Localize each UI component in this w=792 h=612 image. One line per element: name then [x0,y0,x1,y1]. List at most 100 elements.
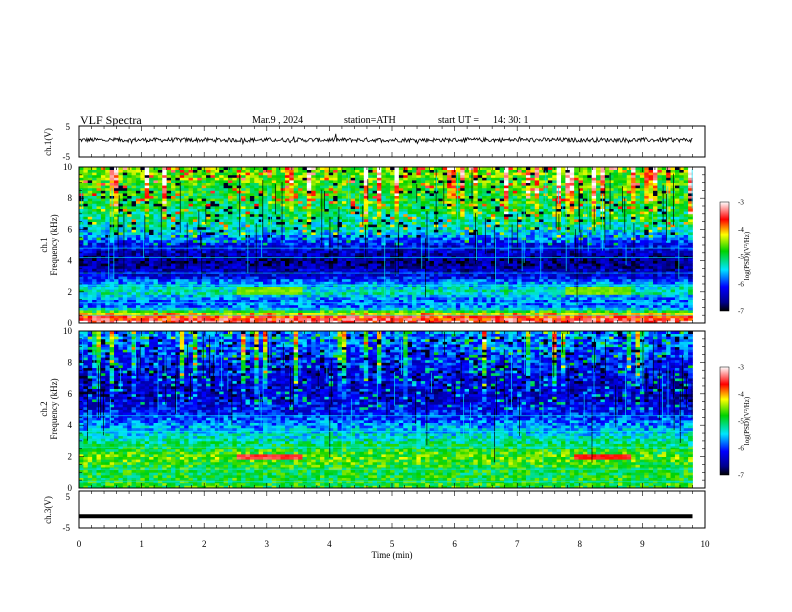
spectrogram-cell [214,187,220,191]
spectrogram-cell [114,213,119,217]
spectrogram-cell [241,271,246,274]
spectrogram-cell [249,193,255,196]
spectrogram-cell [324,226,330,230]
spectrogram-cell [293,221,299,225]
spectrogram-cell [149,182,154,186]
spectrogram-cell [394,182,400,186]
spectrogram-cell [249,177,255,181]
spectrogram-cell [232,297,238,300]
spectrogram-cell [127,281,132,285]
spectrogram-cell [412,278,417,282]
spectrogram-cell [324,187,330,191]
spectrogram-cell [135,177,141,181]
spectrogram-cell [96,211,102,215]
spectrogram-cell [263,224,268,228]
spectrogram-cell [258,245,264,248]
spectrogram-cell [197,304,203,308]
spectrogram-cell [188,174,194,178]
spectrogram-cell [249,237,255,241]
spectrogram-cell [376,265,382,269]
spectrogram-cell [166,185,172,189]
spectrogram-cell [153,221,159,225]
spectrogram-cell [284,206,290,209]
spectrogram-cell [293,208,299,212]
spectrogram-cell [179,291,185,295]
spectrogram-cell [306,297,312,300]
spectrogram-cell [333,245,338,248]
spectrogram-cell [144,281,150,285]
spectrogram-cell [149,302,154,306]
spectrogram-cell [131,211,137,215]
spectrogram-cell [157,247,163,251]
spectrogram-cell [328,224,334,228]
spectrogram-cell [127,273,132,277]
spectrogram-cell [118,226,124,230]
spectrogram-cell [127,211,132,215]
spectrogram-cell [280,297,286,300]
spectrogram-cell [289,310,295,313]
spectrogram-cell [311,237,317,241]
spectrogram-cell [289,299,295,303]
spectrogram-cell [223,260,229,264]
spectrogram-cell [394,312,400,316]
spectrogram-cell [355,211,360,215]
spectrogram-cell [118,320,124,324]
spectrogram-cell [381,315,387,319]
spectrogram-cell [219,172,224,176]
spectrogram-cell [219,299,224,303]
ch1-trace [78,133,693,146]
spectrogram-cell [179,299,185,303]
spectrogram-cell [227,177,233,181]
spectrogram-cell [350,208,356,212]
spectrogram-cell [394,167,400,170]
spectrogram-cell [188,239,194,243]
spectrogram-cell [320,255,325,259]
spectrogram-cell [140,252,146,256]
spectrogram-cell [320,203,325,207]
spectrogram-cell [118,198,124,202]
spectrogram-cell [201,315,207,319]
spectrogram-cell [131,190,137,194]
spectrogram-cell [153,193,159,196]
spectrogram-cell [122,317,128,321]
spectrogram-cell [135,226,141,230]
spectrogram-cell [280,200,286,204]
spectrogram-cell [381,247,387,251]
spectrogram-cell [157,317,163,321]
spectrogram-cell [368,315,373,319]
spectrogram-cell [420,299,426,303]
spectrogram-cell [153,198,159,202]
spectrogram-cell [276,276,281,280]
spectrogram-cell [407,221,413,225]
spectrogram-cell [92,167,97,170]
spectrogram-cell [311,242,317,246]
spectrogram-cell [227,239,233,243]
spectrogram-cell [149,185,154,189]
spectrogram-cell [171,252,176,256]
spectrogram-cell [162,297,168,300]
spectrogram-cell [241,250,246,254]
spectrogram-cell [390,255,395,259]
spectrogram-cell [140,289,146,293]
spectrogram-cell [416,289,422,293]
spectrogram-cell [263,307,268,311]
spectrogram-cell [192,245,198,248]
spectrogram-cell [109,310,115,313]
spectrogram-cell [135,250,141,254]
spectrogram-cell [140,302,146,306]
spectrogram-cell [289,200,295,204]
spectrogram-cell [105,273,111,277]
spectrogram-cell [320,299,325,303]
spectrogram-cell [118,299,124,303]
spectrogram-cell [241,286,246,290]
spectrogram-cell [188,242,194,246]
spectrogram-cell [135,221,141,225]
spectrogram-cell [206,219,211,222]
spectrogram-cell [284,278,290,282]
spectrogram-cell [105,320,111,324]
spectrogram-cell [376,299,382,303]
spectrogram-cell [219,195,224,199]
spectrogram-cell [315,250,321,254]
spectrogram-cell [144,289,150,293]
